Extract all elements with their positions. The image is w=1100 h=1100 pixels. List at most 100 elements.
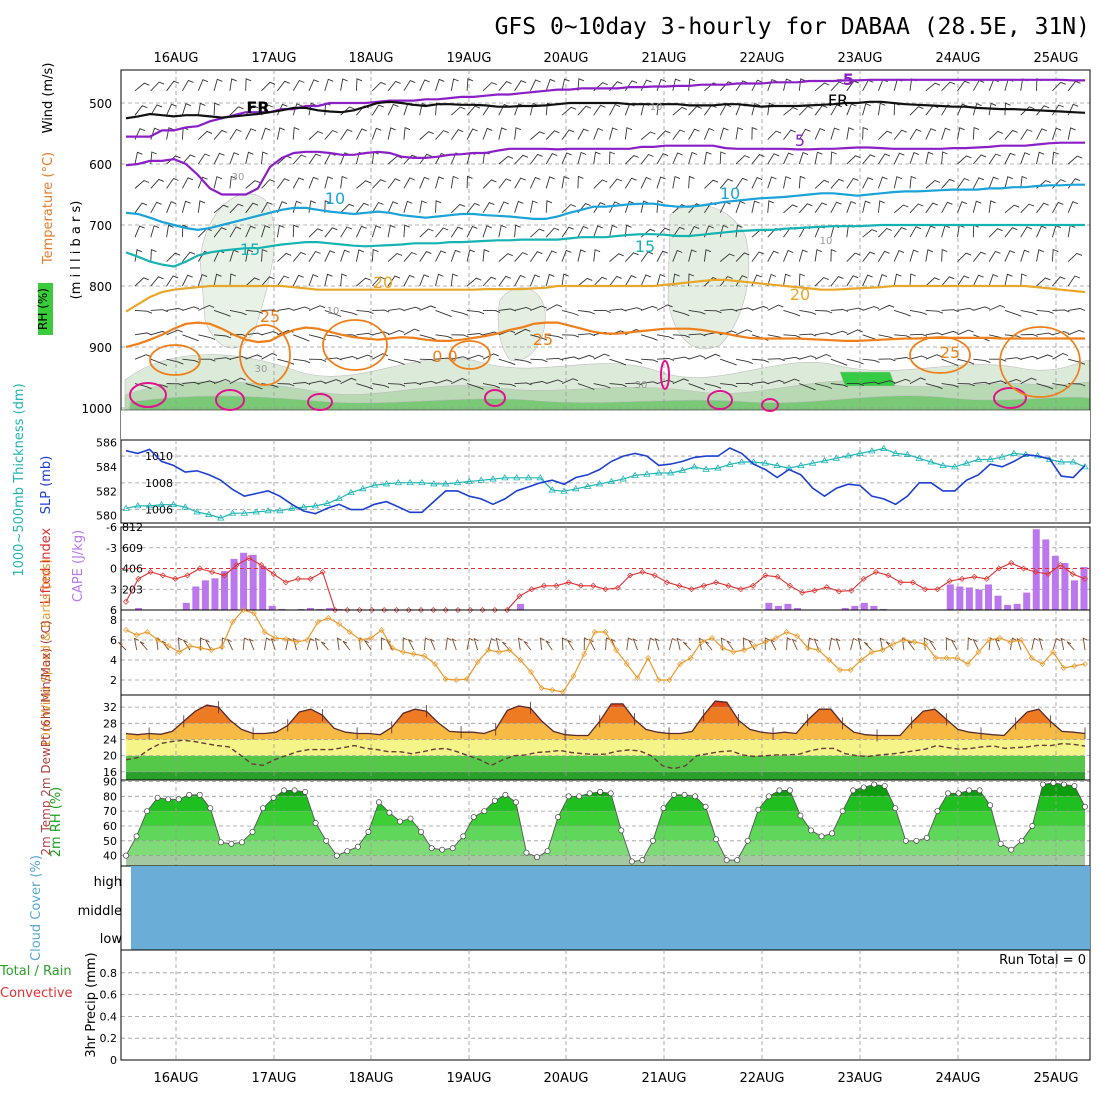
wind-tick-label: 2 (110, 674, 117, 687)
wind-barb (957, 155, 972, 165)
wind-barb (878, 304, 895, 311)
top-date-label: 24AUG (935, 51, 980, 66)
wind-barb (530, 131, 545, 140)
wind-barb (830, 248, 837, 262)
rh-tick-label: 80 (103, 790, 117, 803)
wind-barb (609, 253, 624, 262)
wind-barb (941, 127, 951, 140)
wind-speed-marker (858, 657, 865, 663)
wind-barb (261, 127, 271, 140)
wind-barb (561, 309, 579, 316)
bottom-date-label: 20AUG (543, 1071, 588, 1086)
wind-barb (593, 151, 601, 165)
pressure-tick-label: 900 (89, 341, 112, 355)
precip-tick-label: 0.2 (100, 1032, 118, 1045)
wind-barb (767, 176, 777, 189)
precip-tick-label: 0.4 (100, 1010, 118, 1023)
isotherm-label: 25 (533, 330, 553, 349)
wind-barb (846, 127, 854, 140)
wind-barb (609, 151, 616, 165)
lifted-index-marker (528, 586, 535, 593)
pressure-tick-label: 500 (89, 97, 112, 111)
rh-marker (776, 787, 783, 794)
rh-marker (755, 806, 762, 813)
thickness-marker (572, 485, 580, 492)
wind-barb (925, 179, 941, 189)
rh-marker (1082, 803, 1088, 810)
wind-barb (957, 275, 970, 287)
wind-barb (799, 383, 816, 391)
wind-speed-marker (1060, 665, 1067, 671)
rh-marker (217, 839, 224, 846)
rh-band (126, 855, 1085, 866)
wind-barb (735, 224, 743, 238)
wind-barb (719, 151, 726, 165)
rh-marker (312, 820, 319, 826)
wind-barb (150, 248, 157, 262)
wind-speed-marker (922, 641, 929, 647)
wind-speed-marker (293, 639, 300, 645)
wind-barb (640, 200, 649, 213)
surface-wind-barb (336, 637, 342, 651)
wind-barb (814, 383, 832, 389)
top-date-label: 16AUG (153, 51, 198, 66)
wind-speed-marker (240, 607, 247, 613)
thickness-marker (276, 507, 284, 514)
wind-barb (372, 353, 389, 360)
wind-barb (403, 177, 415, 189)
rh-marker (502, 791, 509, 798)
surface-wind-barb (967, 637, 973, 651)
rh-marker (397, 818, 403, 825)
wind-barb (450, 273, 458, 287)
wind-barb (419, 79, 430, 91)
wind-barb (245, 354, 263, 360)
bottom-date-label: 19AUG (446, 1071, 491, 1086)
wind-barb (909, 106, 924, 116)
wind-speed-marker (964, 661, 971, 667)
wind-barb (972, 177, 985, 189)
wind-barb (783, 249, 794, 262)
lifted-index-marker (442, 607, 449, 613)
wind-barb (229, 309, 247, 316)
wind-barb (245, 249, 254, 262)
top-date-axis: 16AUG 17AUG 18AUG 19AUG 20AUG 21AUG 22AUG 23AUG… (153, 51, 1078, 66)
wind-barb (830, 309, 849, 312)
surface-wind-barb (380, 637, 386, 651)
wind-barb (798, 152, 809, 165)
thickness-marker (311, 502, 320, 509)
wind-barb (324, 273, 333, 287)
wind-barb (877, 102, 886, 116)
wind-barb (435, 309, 452, 318)
rh-marker (744, 837, 751, 844)
wind-barb (957, 103, 968, 116)
isotherm-25-loop (449, 340, 491, 370)
wind-speed-marker (485, 647, 492, 653)
pressure-axis-label: (m i l l i b a r s) (69, 201, 84, 300)
wind-barb (356, 309, 374, 315)
wind-barb (546, 357, 564, 361)
temp-tick-label: 24 (103, 734, 117, 747)
wind-barb (245, 332, 263, 336)
wind-barb (182, 358, 200, 364)
lifted-index-marker (295, 575, 302, 582)
wind-barb (609, 308, 627, 312)
thickness-marker (489, 475, 497, 482)
wind-barb (941, 330, 959, 336)
wind-barb (355, 249, 365, 262)
wind-barb (862, 126, 869, 140)
rh-marker (270, 794, 277, 801)
wind-barb (909, 309, 927, 316)
wind-barb (150, 201, 162, 214)
wind-barb (134, 309, 153, 314)
wind-barb (1020, 355, 1038, 360)
wind-barb (324, 379, 342, 385)
cape-bar (230, 558, 238, 610)
wind-barb (166, 358, 184, 365)
lifted-index-marker (651, 572, 658, 579)
wind-barb (672, 226, 685, 238)
wind-barb (561, 378, 579, 385)
isotherm-label: 10 (650, 102, 663, 113)
surface-wind-barb (161, 640, 169, 651)
wind-barb (625, 307, 643, 311)
wind-barb (134, 225, 145, 238)
